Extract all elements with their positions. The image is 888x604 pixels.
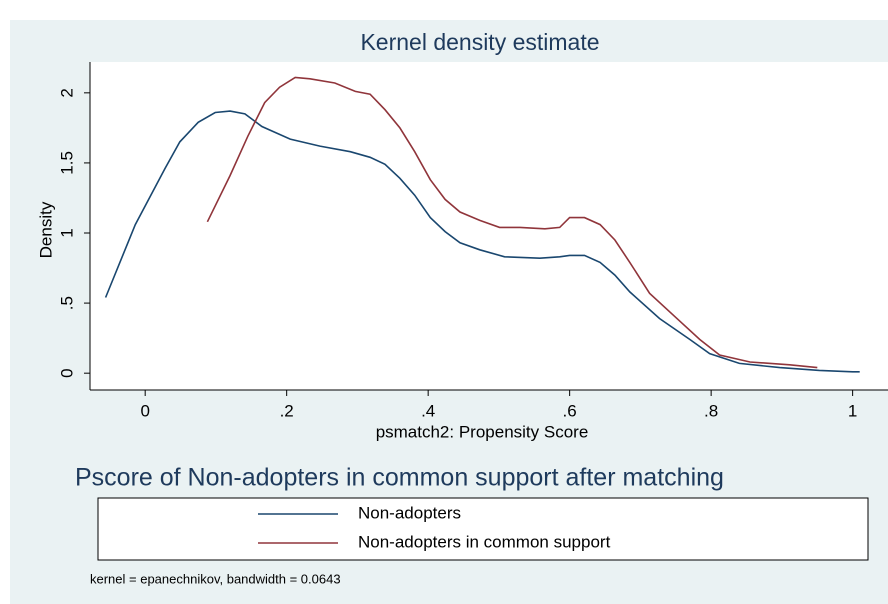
legend-label: Non-adopters xyxy=(358,503,461,522)
chart-title: Kernel density estimate xyxy=(360,29,599,55)
y-tick-label: 0 xyxy=(57,368,76,377)
x-tick-label: 0 xyxy=(140,401,149,420)
legend-title: Pscore of Non-adopters in common support… xyxy=(75,464,724,492)
x-tick-label: .8 xyxy=(704,401,718,420)
x-tick-label: 1 xyxy=(848,401,857,420)
y-tick-label: .5 xyxy=(57,296,76,310)
y-axis-title: Density xyxy=(36,201,55,258)
y-tick-label: 1.5 xyxy=(57,151,76,175)
y-tick-label: 1 xyxy=(57,228,76,237)
note: kernel = epanechnikov, bandwidth = 0.064… xyxy=(90,571,341,586)
series-line xyxy=(104,110,860,373)
x-tick-label: .4 xyxy=(421,401,435,420)
y-tick-label: 2 xyxy=(57,88,76,97)
x-tick-label: .2 xyxy=(280,401,294,420)
plot-area xyxy=(90,62,888,390)
x-axis-title: psmatch2: Propensity Score xyxy=(376,422,589,441)
series-line xyxy=(206,76,818,369)
legend-label: Non-adopters in common support xyxy=(358,532,611,551)
legend-box xyxy=(97,497,869,561)
x-tick-label: .6 xyxy=(563,401,577,420)
